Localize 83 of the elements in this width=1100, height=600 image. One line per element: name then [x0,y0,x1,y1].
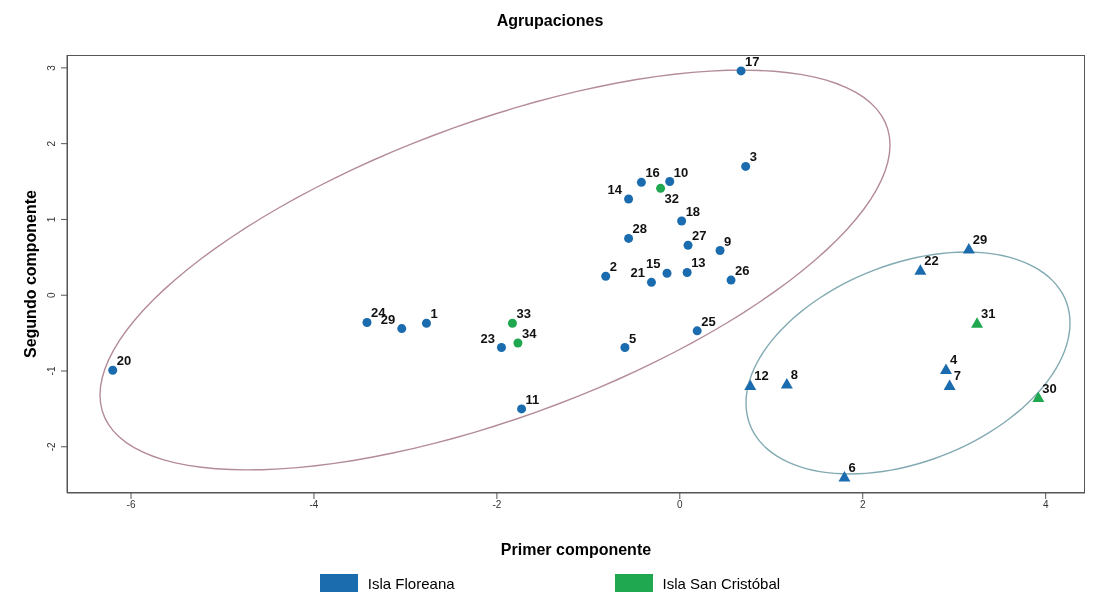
point [677,216,687,226]
annotation: 25 [701,313,716,329]
annotation: 9 [724,233,732,249]
annotation: 34 [521,325,538,341]
annotation: 33 [516,306,531,322]
point [624,233,634,243]
point [744,379,757,390]
point [662,268,672,278]
annotation: 6 [848,460,856,476]
point [397,324,407,334]
point [646,277,656,287]
annotation: 4 [949,352,958,368]
point [682,267,692,277]
annotation: 8 [790,366,799,382]
annotation: 14 [607,181,623,197]
point [683,240,693,250]
point [914,264,927,275]
point [971,317,984,328]
point [962,242,975,254]
annotation: 28 [632,221,648,237]
annotation: 10 [673,164,689,180]
annotation: 31 [981,306,996,322]
point [665,177,675,187]
x-tick-label: -2 [492,499,502,511]
x-tick-label: -4 [309,499,319,511]
annotation: 16 [645,165,660,181]
point [943,379,956,390]
point [421,318,431,328]
chart-title: Agrupaciones [495,12,605,30]
x-tick-label: 0 [677,499,684,511]
y-tick-label: 0 [46,292,57,298]
point [939,363,952,374]
legend-label: Isla Floreana [367,574,455,592]
point [108,365,118,375]
annotation: 1 [430,306,438,322]
point [1032,391,1045,403]
point [656,183,666,193]
annotation: 32 [664,191,680,207]
x-tick-label: 4 [1042,499,1049,511]
annotation: 11 [525,391,540,407]
y-tick-label: -2 [46,441,57,452]
point [624,194,634,204]
point [601,271,611,281]
annotation: 2 [609,259,617,275]
point [780,377,793,389]
point [715,246,725,256]
point [620,343,630,353]
point [741,161,751,171]
legend-label: Isla San Cristóbal [662,574,781,592]
y-tick-label: -1 [46,366,57,376]
annotation: 13 [691,255,706,271]
y-tick-label: 3 [46,64,57,71]
point [362,318,372,327]
x-axis-title: Primer componente [499,541,653,559]
annotation: 30 [1042,380,1057,396]
annotation: 7 [953,368,961,384]
annotation: 5 [628,330,637,346]
annotation: 22 [924,253,939,269]
annotation: 3 [749,149,757,165]
annotation: 17 [745,53,760,69]
x-tick-label: -6 [126,499,136,511]
point [513,338,523,348]
y-tick-label: 2 [46,140,57,147]
annotation: 12 [754,368,769,384]
annotation: 20 [116,353,132,369]
point [507,318,517,328]
annotation: 29 [972,231,988,247]
annotation: 27 [692,228,707,244]
y-tick-label: 1 [46,216,57,223]
annotation: 21 [630,265,645,281]
annotation: 23 [480,330,495,346]
x-tick-label: 2 [859,499,866,511]
point [496,343,506,353]
point [517,404,527,414]
annotation: 15 [646,256,661,272]
annotation: 18 [685,203,701,219]
point [726,275,736,285]
annotation: 26 [735,263,750,279]
point [736,66,746,76]
y-axis-title: Segundo componente [22,190,40,358]
point [692,326,702,336]
point [636,177,646,187]
point [838,471,851,482]
